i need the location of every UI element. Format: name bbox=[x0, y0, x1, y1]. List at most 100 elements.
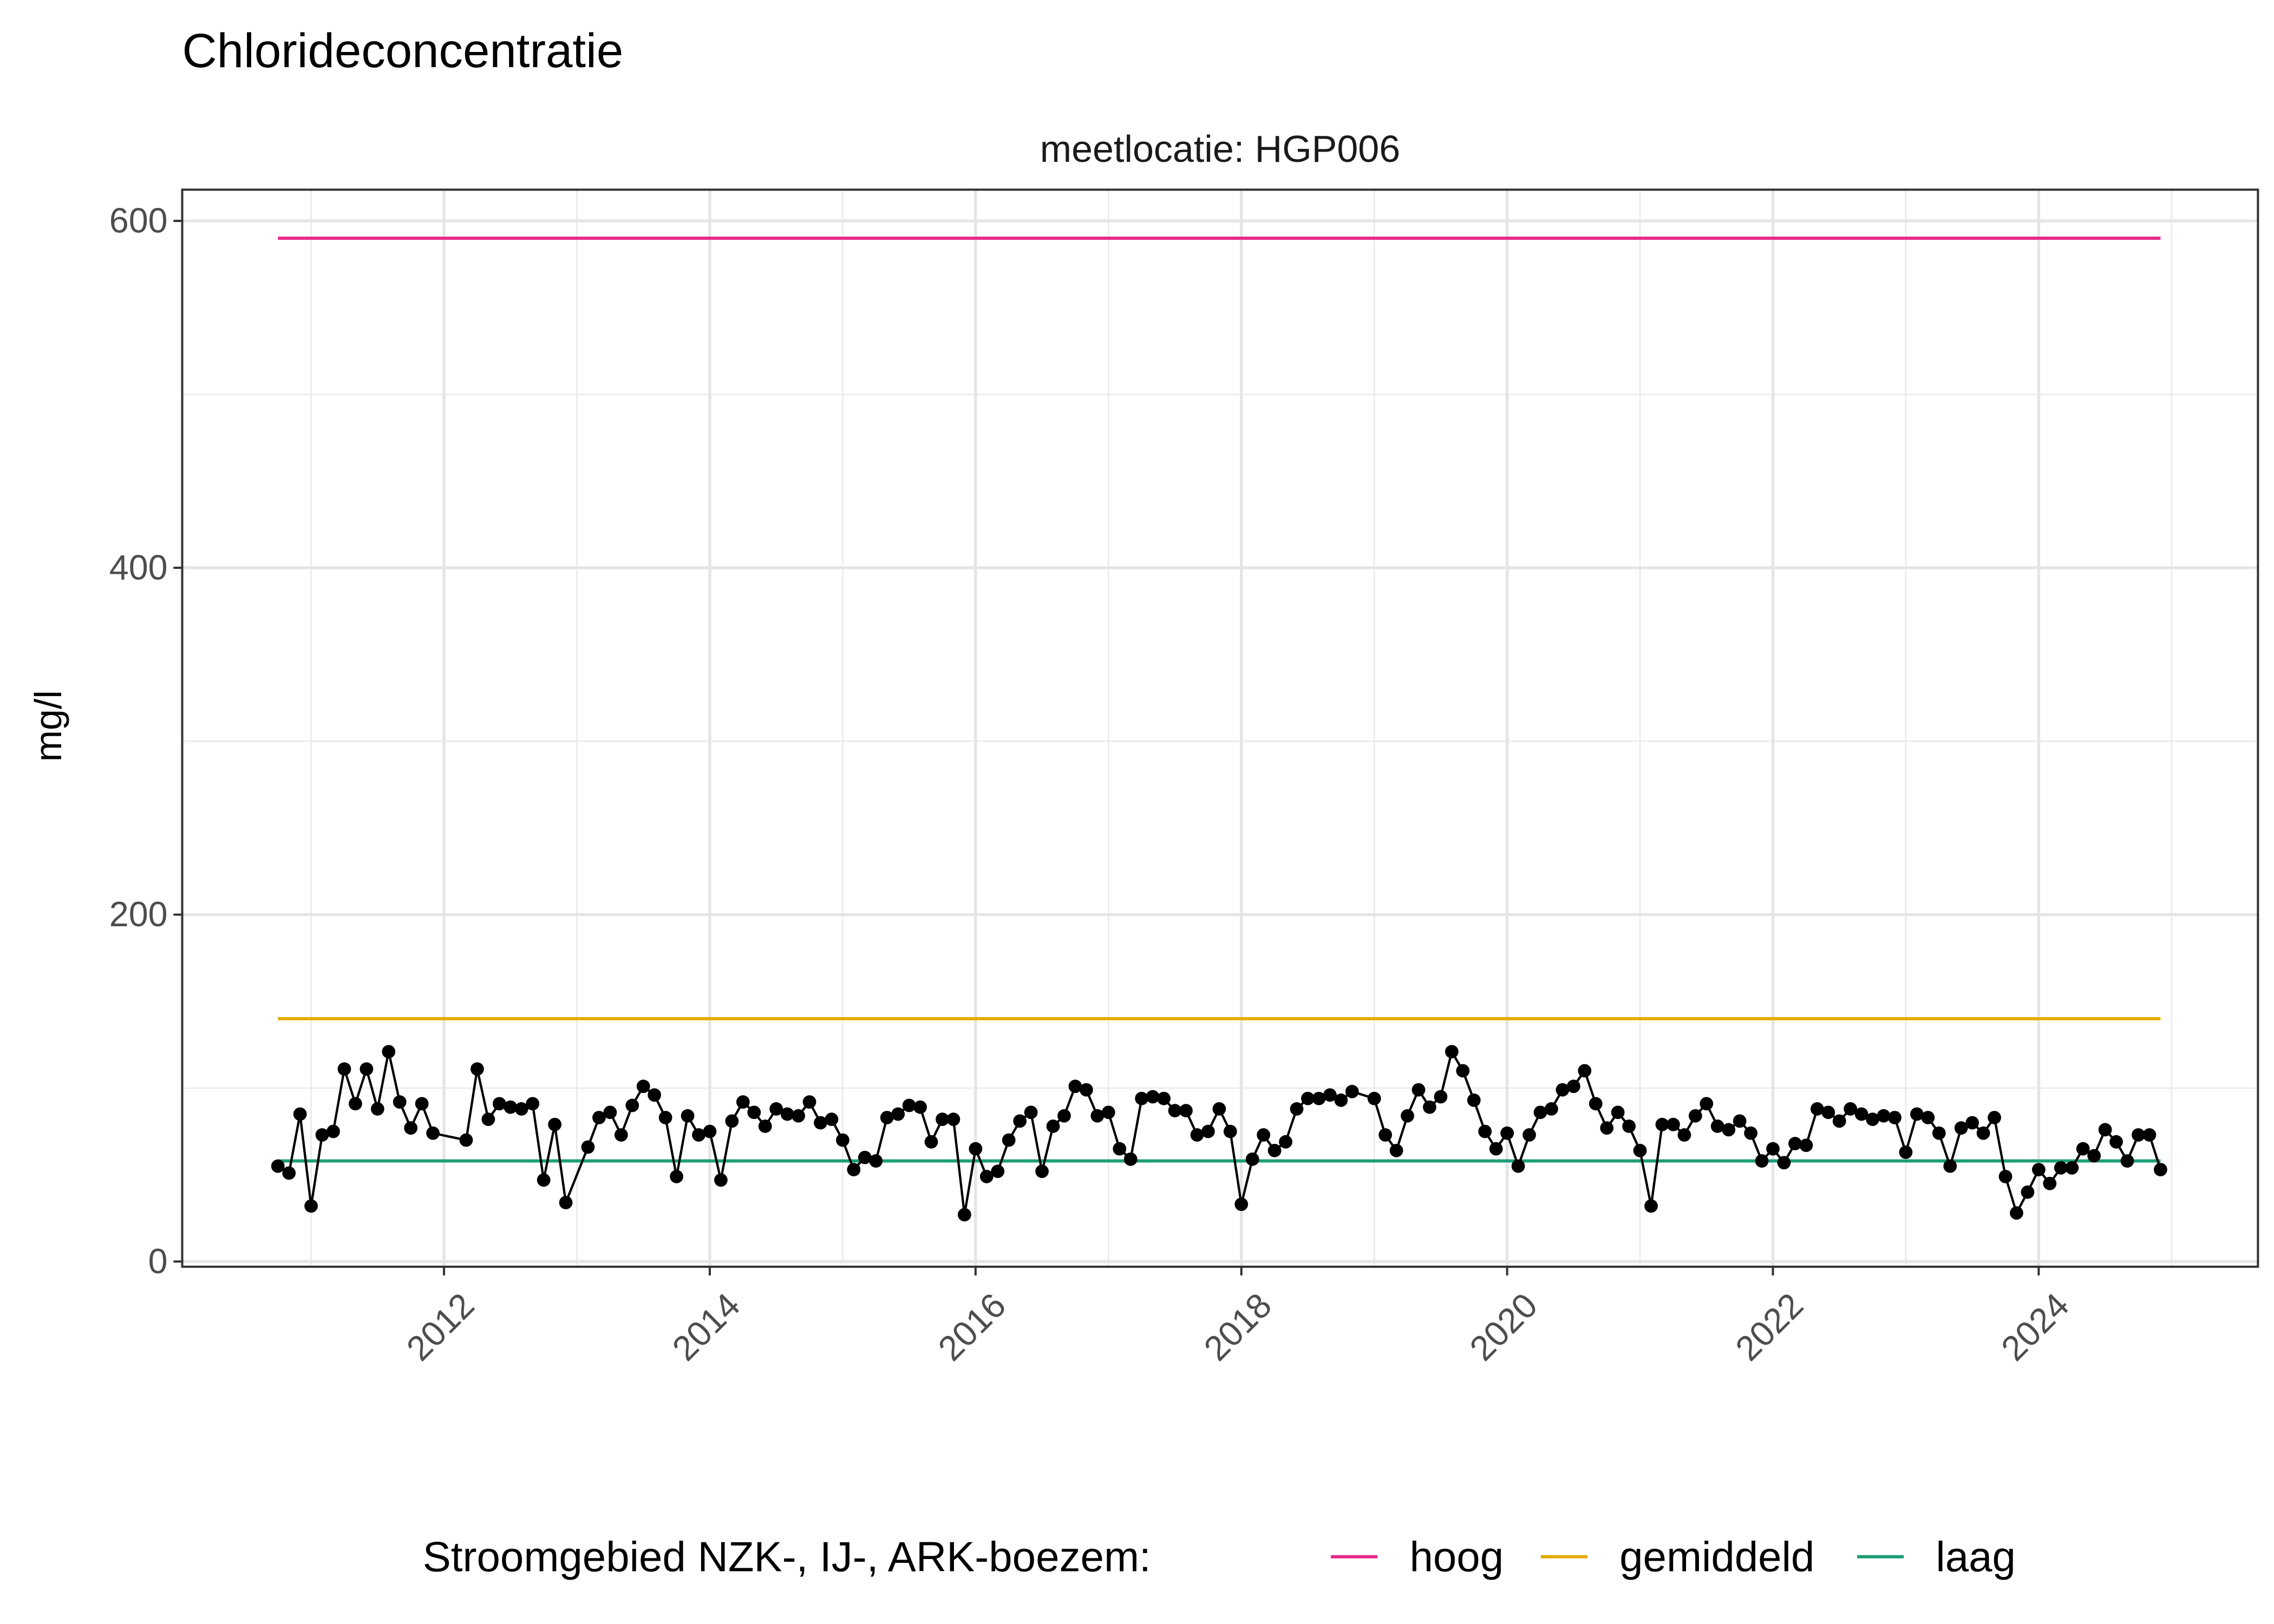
panel-border bbox=[181, 188, 2259, 1268]
data-point bbox=[1290, 1102, 1304, 1116]
data-point bbox=[2087, 1149, 2101, 1163]
data-point bbox=[858, 1150, 872, 1164]
x-tick-label: 2016 bbox=[931, 1286, 1014, 1368]
reference-lines bbox=[278, 237, 2161, 1163]
legend-title: Stroomgebied NZK-, IJ-, ARK-boezem: bbox=[423, 1533, 1151, 1581]
x-tick-label: 2012 bbox=[399, 1286, 482, 1368]
data-point bbox=[979, 1170, 994, 1183]
legend-label-hoog: hoog bbox=[1409, 1533, 1504, 1581]
data-point bbox=[636, 1079, 650, 1093]
data-point bbox=[514, 1102, 528, 1116]
data-point bbox=[648, 1088, 662, 1102]
data-point bbox=[1866, 1112, 1879, 1127]
data-point bbox=[825, 1112, 839, 1127]
data-point bbox=[2132, 1128, 2145, 1142]
data-point bbox=[1644, 1199, 1658, 1213]
data-point bbox=[736, 1095, 750, 1109]
data-point bbox=[1002, 1133, 1016, 1147]
series-line bbox=[277, 1049, 2162, 1216]
data-point bbox=[1179, 1104, 1193, 1118]
data-point bbox=[802, 1095, 816, 1109]
data-point bbox=[692, 1128, 705, 1142]
data-point bbox=[1301, 1091, 1315, 1105]
data-point bbox=[1168, 1104, 1182, 1118]
data-point bbox=[670, 1170, 683, 1183]
data-point bbox=[880, 1111, 894, 1124]
data-point bbox=[1190, 1128, 1204, 1142]
data-point bbox=[1090, 1109, 1105, 1123]
data-point bbox=[758, 1119, 772, 1133]
x-tick-label: 2022 bbox=[1728, 1286, 1811, 1368]
data-point bbox=[1667, 1117, 1680, 1131]
data-series bbox=[271, 1045, 2167, 1222]
data-point bbox=[780, 1107, 794, 1121]
data-point bbox=[902, 1098, 916, 1112]
data-point bbox=[326, 1124, 340, 1138]
data-point bbox=[1157, 1091, 1171, 1105]
data-point bbox=[1445, 1045, 1459, 1059]
data-point bbox=[2021, 1185, 2035, 1199]
data-point bbox=[1079, 1083, 1093, 1097]
data-point bbox=[1854, 1107, 1868, 1121]
data-point bbox=[836, 1133, 850, 1147]
data-point bbox=[2065, 1161, 2079, 1175]
data-point bbox=[792, 1109, 805, 1123]
y-tick-label: 600 bbox=[109, 201, 168, 240]
data-point bbox=[2054, 1161, 2068, 1175]
data-point bbox=[382, 1045, 396, 1059]
data-point bbox=[526, 1097, 540, 1111]
data-point bbox=[2010, 1206, 2023, 1220]
data-point bbox=[1146, 1090, 1160, 1104]
data-point bbox=[1998, 1170, 2012, 1183]
data-point bbox=[415, 1097, 429, 1111]
data-point bbox=[1323, 1088, 1337, 1102]
data-point bbox=[393, 1095, 407, 1109]
legend: Stroomgebied NZK-, IJ-, ARK-boezem: hoog… bbox=[423, 1533, 2016, 1581]
x-tick-label: 2024 bbox=[1994, 1286, 2076, 1368]
data-point bbox=[1700, 1097, 1714, 1111]
data-point bbox=[1677, 1128, 1691, 1142]
data-point bbox=[337, 1062, 351, 1076]
data-point bbox=[1212, 1102, 1226, 1116]
data-point bbox=[1988, 1111, 2001, 1124]
x-tick-label: 2018 bbox=[1197, 1286, 1279, 1368]
data-point bbox=[2043, 1176, 2057, 1190]
data-point bbox=[1821, 1105, 1835, 1119]
data-point bbox=[1744, 1126, 1757, 1140]
data-point bbox=[1556, 1083, 1570, 1097]
data-point bbox=[404, 1121, 418, 1135]
data-point bbox=[2154, 1163, 2167, 1176]
data-point bbox=[769, 1102, 783, 1116]
data-point bbox=[1888, 1111, 1901, 1124]
data-point bbox=[936, 1112, 949, 1127]
data-point bbox=[2076, 1142, 2090, 1156]
data-point bbox=[1434, 1090, 1448, 1104]
data-point bbox=[1832, 1114, 1846, 1128]
data-point bbox=[1976, 1126, 1990, 1140]
data-point bbox=[1943, 1159, 1957, 1173]
data-point bbox=[1500, 1126, 1514, 1140]
data-point bbox=[2142, 1128, 2157, 1142]
data-point bbox=[1478, 1124, 1492, 1138]
data-point bbox=[681, 1109, 695, 1123]
data-point bbox=[924, 1135, 938, 1149]
data-point bbox=[360, 1062, 374, 1076]
data-point bbox=[1024, 1105, 1038, 1119]
data-point bbox=[913, 1100, 927, 1114]
data-point bbox=[1611, 1105, 1625, 1119]
data-point bbox=[603, 1105, 617, 1119]
data-point bbox=[725, 1114, 739, 1128]
data-point bbox=[747, 1105, 761, 1119]
data-point bbox=[869, 1154, 883, 1168]
data-point bbox=[293, 1107, 307, 1121]
data-point bbox=[1589, 1097, 1603, 1111]
data-point bbox=[349, 1097, 362, 1111]
data-point bbox=[969, 1142, 983, 1156]
data-point bbox=[946, 1112, 960, 1127]
data-point bbox=[1423, 1100, 1436, 1114]
data-point bbox=[2098, 1123, 2112, 1137]
data-point bbox=[1810, 1102, 1824, 1116]
data-point bbox=[1401, 1109, 1414, 1123]
data-point bbox=[1068, 1079, 1082, 1093]
legend-label-gemiddeld: gemiddeld bbox=[1619, 1533, 1814, 1581]
